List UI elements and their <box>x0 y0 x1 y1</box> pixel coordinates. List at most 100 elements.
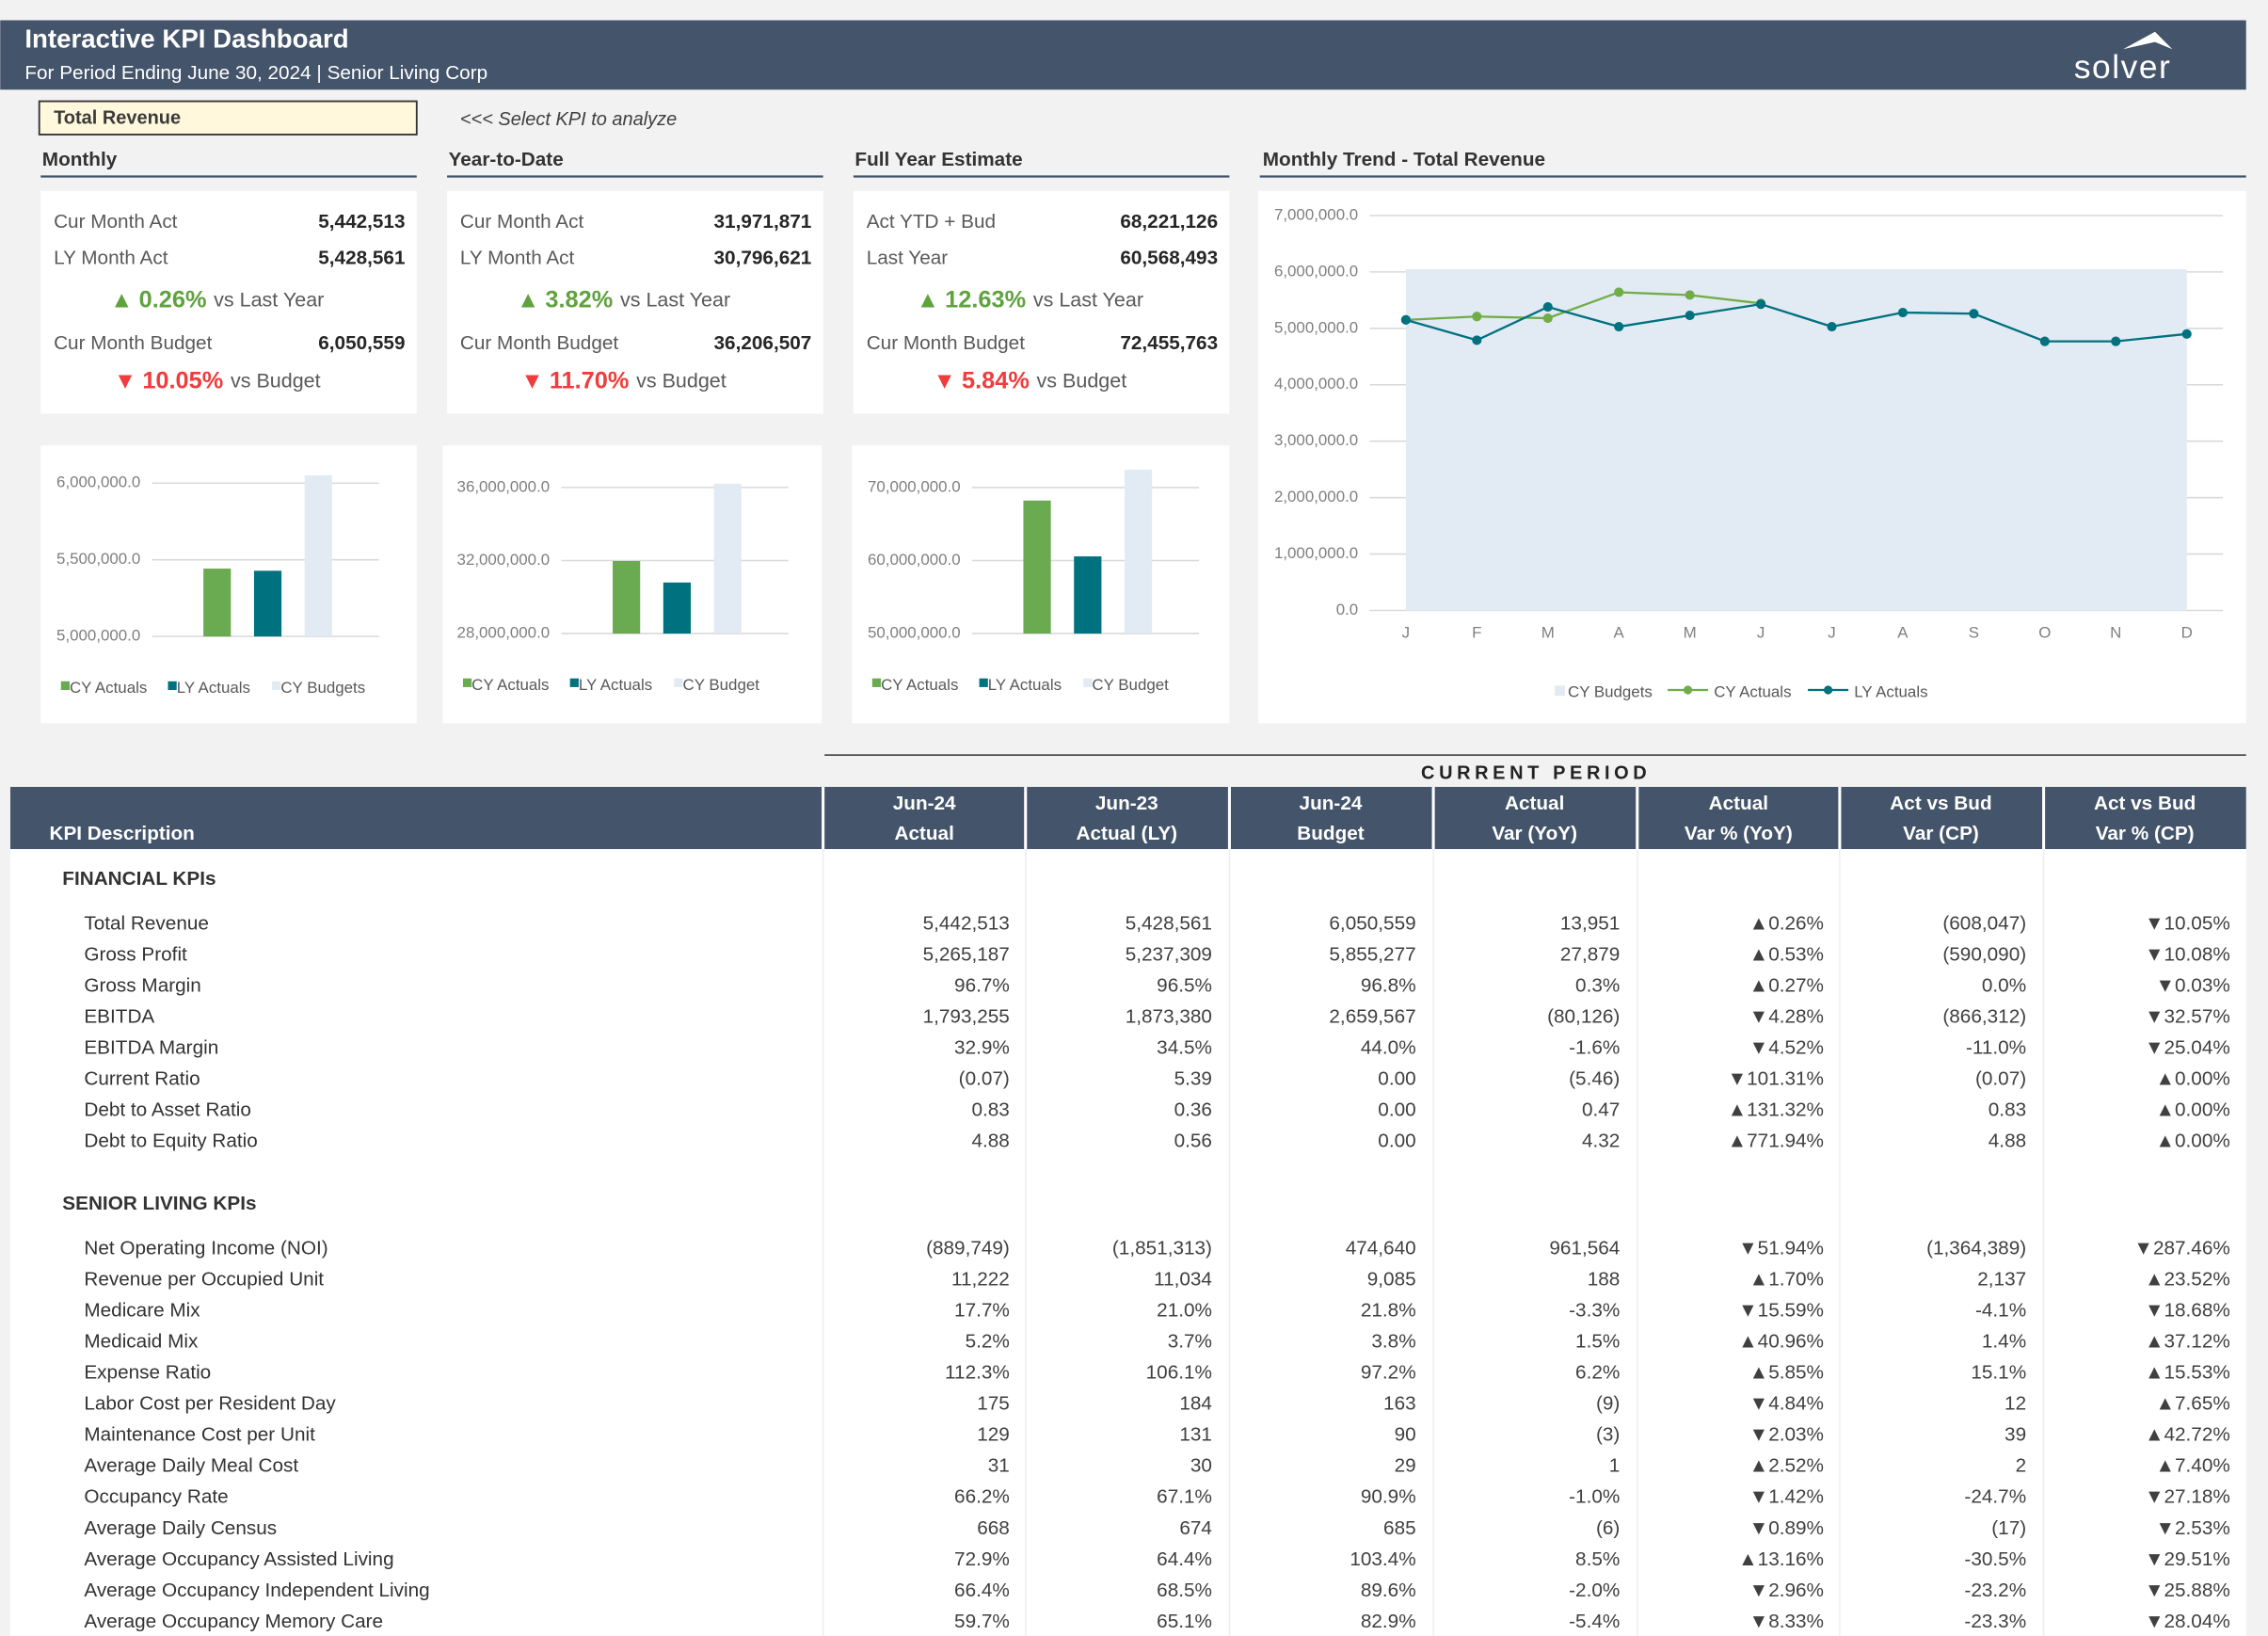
cell: ▼28.04% <box>2145 1611 2230 1632</box>
cell: 0.83 <box>1988 1099 2026 1121</box>
line <box>1405 291 1762 321</box>
bar <box>253 570 282 637</box>
legend-swatch <box>1555 685 1565 697</box>
bar <box>1125 469 1153 634</box>
cell: (0.07) <box>959 1068 1010 1090</box>
kpi-selector-value[interactable]: Total Revenue <box>54 107 181 128</box>
cell: 0.00 <box>1378 1131 1415 1152</box>
cell: 5,237,309 <box>1126 943 1212 965</box>
card-title: Full Year Estimate <box>854 149 1022 170</box>
y-tick-label: 0.0 <box>1336 601 1358 618</box>
bar <box>663 582 692 634</box>
variance-arrow: ▲ <box>917 287 939 313</box>
cell: 106.1% <box>1146 1362 1212 1384</box>
metric-value: 72,455,763 <box>1120 332 1218 354</box>
x-tick-label: S <box>1969 624 1979 642</box>
y-tick-label: 50,000,000.0 <box>868 624 961 642</box>
x-tick-label: J <box>1402 624 1410 642</box>
cell: ▲0.00% <box>2155 1068 2229 1090</box>
cell: 6.2% <box>1575 1362 1620 1384</box>
y-tick-label: 36,000,000.0 <box>457 477 551 495</box>
cell: 184 <box>1179 1393 1212 1415</box>
cell: (1,851,313) <box>1112 1237 1212 1259</box>
bar <box>203 569 232 637</box>
cell: 1 <box>1609 1455 1621 1477</box>
kpi-selector[interactable] <box>38 100 418 136</box>
x-tick-label: M <box>1684 624 1697 642</box>
metric-label: Last Year <box>867 248 949 269</box>
cell: 82.9% <box>1361 1611 1416 1632</box>
cell: ▼51.94% <box>1738 1237 1824 1259</box>
cell: ▼4.28% <box>1749 1006 1824 1028</box>
row-label: Occupancy Rate <box>84 1486 228 1508</box>
line <box>1405 302 2187 343</box>
cell: -3.3% <box>1569 1299 1620 1321</box>
row-label: EBITDA Margin <box>84 1037 218 1059</box>
y-tick-label: 4,000,000.0 <box>1274 375 1358 393</box>
metric-value: 30,796,621 <box>714 248 812 269</box>
card <box>40 190 417 414</box>
point <box>1685 310 1695 321</box>
cell: 5,428,561 <box>1126 912 1212 934</box>
logo-mark <box>2123 31 2173 50</box>
cell: 0.56 <box>1174 1131 1212 1152</box>
metric-value: 36,206,507 <box>714 332 812 354</box>
cell: ▲42.72% <box>2145 1424 2230 1446</box>
metric-label: Cur Month Act <box>54 211 178 233</box>
column-header: Var (CP) <box>1903 823 1979 844</box>
column-header: Var % (CP) <box>2096 823 2195 844</box>
row-label: Gross Margin <box>84 975 200 997</box>
cell: 188 <box>1588 1268 1621 1290</box>
x-tick-label: J <box>1757 624 1765 642</box>
yoy-variance: ▲ 3.82% vs Last Year <box>517 286 730 313</box>
cell: -23.2% <box>1964 1580 2026 1601</box>
cell: (1,364,389) <box>1926 1237 2026 1259</box>
y-tick-label: 5,000,000.0 <box>1274 318 1358 336</box>
y-tick-label: 28,000,000.0 <box>457 624 551 642</box>
header-bar <box>0 20 2246 90</box>
cell: 9,085 <box>1367 1268 1416 1290</box>
cell: 21.0% <box>1157 1299 1212 1321</box>
cell: 2 <box>2016 1455 2027 1477</box>
cell: ▼8.33% <box>1749 1611 1824 1632</box>
cell: ▼25.04% <box>2145 1037 2230 1059</box>
bar <box>304 475 332 637</box>
y-tick-label: 2,000,000.0 <box>1274 488 1358 505</box>
legend-point <box>1683 685 1693 695</box>
row-label: Debt to Equity Ratio <box>84 1131 257 1152</box>
metric-label: Cur Month Budget <box>460 332 619 354</box>
metric-label: Cur Month Act <box>460 211 584 233</box>
card <box>853 190 1230 414</box>
cell: 685 <box>1383 1517 1416 1539</box>
dashboard-title: Interactive KPI Dashboard <box>24 24 348 53</box>
cell: ▼2.03% <box>1749 1424 1824 1446</box>
cell: ▼25.88% <box>2145 1580 2230 1601</box>
dashboard-subtitle: For Period Ending June 30, 2024 | Senior… <box>24 62 487 84</box>
legend-swatch <box>674 678 683 687</box>
legend-swatch <box>979 678 988 687</box>
cell: 1,793,255 <box>923 1006 1010 1028</box>
table-header <box>9 786 2246 850</box>
cell: ▼4.84% <box>1749 1393 1824 1415</box>
cell: 12 <box>2004 1393 2026 1415</box>
legend-label: LY Actuals <box>177 679 250 697</box>
y-tick-label: 70,000,000.0 <box>868 477 961 495</box>
x-tick-label: M <box>1541 624 1555 642</box>
row-label: Average Daily Census <box>84 1517 277 1539</box>
point <box>1827 321 1837 332</box>
cell: ▼287.46% <box>2133 1237 2229 1259</box>
cell: 1.4% <box>1982 1331 2026 1353</box>
cell: 59.7% <box>954 1611 1010 1632</box>
x-tick-label: N <box>2110 624 2121 642</box>
metric-label: Cur Month Budget <box>54 332 213 354</box>
legend-label: CY Actuals <box>881 676 958 694</box>
variance-text: vs Last Year <box>214 288 324 311</box>
legend-swatch <box>1083 678 1093 687</box>
cell: 29 <box>1395 1455 1416 1477</box>
cell: 674 <box>1179 1517 1212 1539</box>
variance-arrow: ▲ <box>110 287 133 313</box>
variance-arrow: ▼ <box>934 368 956 393</box>
row-label: Average Daily Meal Cost <box>84 1455 298 1477</box>
variance-pct: 10.05% <box>142 367 223 393</box>
